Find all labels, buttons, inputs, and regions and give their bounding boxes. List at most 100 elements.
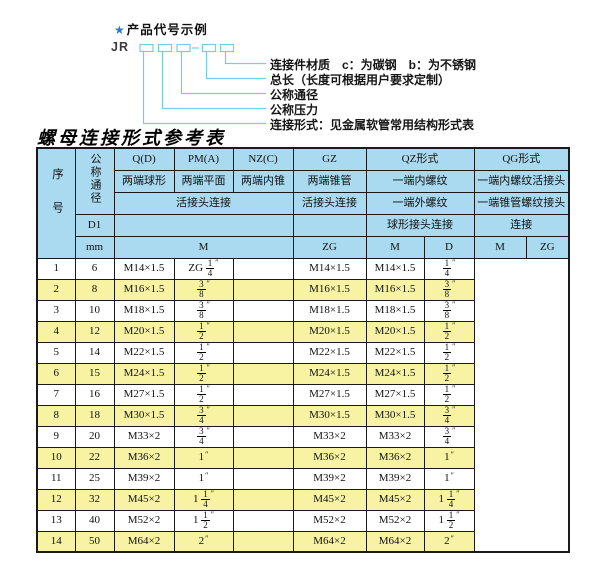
- table-cell: M22×1.5: [292, 341, 367, 364]
- table-cell: M64×2: [292, 530, 367, 553]
- header-qz-d: D: [423, 235, 475, 259]
- table-cell: 10: [36, 446, 76, 469]
- table-cell: 1 2 ″: [173, 383, 234, 406]
- table-cell: M20×1.5: [365, 320, 425, 343]
- table-cell: M45×2: [292, 488, 367, 511]
- table-cell: M18×1.5: [292, 299, 367, 322]
- table-cell: M39×2: [113, 467, 175, 490]
- leader-line-material: [224, 52, 266, 65]
- header-form-nzc: NZ(C): [232, 147, 294, 171]
- table-cell: M45×2: [113, 488, 175, 511]
- table-cell: M14×1.5: [292, 257, 367, 280]
- table-row: 4 12 M20×1.5 1 2 ″ M20×1.5 M20×1.5 1 2 ″: [36, 320, 569, 343]
- header-form-qg: QG形式: [473, 147, 570, 171]
- leader-line-length: [205, 52, 266, 80]
- table-cell: [232, 299, 294, 322]
- header-union-connection: 活接头连接: [113, 191, 294, 215]
- table-cell: M36×2: [292, 446, 367, 469]
- table-cell: [232, 509, 294, 532]
- table-cell: 1 1 4 ″: [173, 488, 234, 511]
- table-row: 12 32 M45×2 1 1 4 ″ M45×2 M45×2 1 1 4 ″: [36, 488, 569, 511]
- table-cell: 14: [36, 530, 76, 553]
- table-cell: 3 8 ″: [173, 278, 234, 301]
- table-row: 10 22 M36×2 1″ M36×2 M36×2 1″: [36, 446, 569, 469]
- table-row: 6 15 M24×1.5 1 2 ″ M24×1.5 M24×1.5 1 2 ″: [36, 362, 569, 385]
- header-form-gz: GZ: [292, 147, 367, 171]
- header-thread-zg: ZG: [292, 235, 367, 259]
- table-cell: 1 1 4 ″: [423, 488, 475, 511]
- table-cell: M16×1.5: [365, 278, 425, 301]
- table-cell: M27×1.5: [113, 383, 175, 406]
- header-spherical-joint-connection: 球形接头连接: [365, 213, 475, 237]
- table-row: 5 14 M22×1.5 1 2 ″ M22×1.5 M22×1.5 1 2 ″: [36, 341, 569, 364]
- table-cell: 40: [74, 509, 115, 532]
- table-cell: M18×1.5: [113, 299, 175, 322]
- table-title: 螺母连接形式参考表: [37, 128, 226, 149]
- leader-line-diameter: [180, 52, 266, 95]
- table-row: 1 6 M14×1.5 ZG 1 4 ″ M14×1.5 M14×1.5 1 4 ″: [36, 257, 569, 280]
- header-ends-spherical: 两端球形: [113, 169, 175, 193]
- table-cell: M24×1.5: [292, 362, 367, 385]
- table-cell: 1 2 ″: [423, 320, 475, 343]
- label-connector-material: 连接件材质 c：为碳钢 b：为不锈钢: [270, 58, 477, 72]
- code-prefix: JR: [111, 40, 129, 54]
- table-cell: [232, 530, 294, 553]
- table-cell: 1 2 ″: [423, 341, 475, 364]
- table-cell: [232, 404, 294, 427]
- table-cell: 3 4 ″: [173, 404, 234, 427]
- code-box-4: [201, 43, 217, 53]
- table-cell: 1″: [173, 446, 234, 469]
- table-cell: M45×2: [365, 488, 425, 511]
- table-cell: [232, 425, 294, 448]
- table-cell: [232, 362, 294, 385]
- table-cell: M16×1.5: [292, 278, 367, 301]
- table-header: 序号 公称通径 Q(D) PM(A) NZ(C) GZ QZ形式 QG形式 两端…: [36, 147, 570, 259]
- table-cell: 1″: [423, 467, 475, 490]
- header-form-qd: Q(D): [113, 147, 175, 171]
- table-cell: 9: [36, 425, 76, 448]
- code-box-3: [176, 43, 191, 53]
- table-cell: 12: [74, 320, 115, 343]
- table-cell: M27×1.5: [365, 383, 425, 406]
- nut-connection-reference-table: 序号 公称通径 Q(D) PM(A) NZ(C) GZ QZ形式 QG形式 两端…: [36, 147, 571, 553]
- table-cell: M52×2: [292, 509, 367, 532]
- header-one-end-external-thread: 一端外螺纹: [365, 191, 475, 215]
- star-icon: ★: [114, 23, 126, 37]
- table-cell: 11: [36, 467, 76, 490]
- label-total-length: 总长（长度可根据用户要求定制）: [270, 73, 451, 87]
- header-ends-innercone: 两端内锥: [232, 169, 294, 193]
- code-box-2: [157, 43, 173, 53]
- table-row: 8 18 M30×1.5 3 4 ″ M30×1.5 M30×1.5 3 4 ″: [36, 404, 569, 427]
- table-cell: M24×1.5: [365, 362, 425, 385]
- code-box-1: [139, 43, 154, 53]
- table-cell: M39×2: [365, 467, 425, 490]
- header-one-end-internal-thread-union: 一端内螺纹活接头: [473, 169, 570, 193]
- table-cell: 16: [74, 383, 115, 406]
- table-cell: 3 4 ″: [423, 404, 475, 427]
- table-cell: 6: [36, 362, 76, 385]
- table-row: 2 8 M16×1.5 3 8 ″ M16×1.5 M16×1.5 3 8 ″: [36, 278, 569, 301]
- table-cell: 14: [74, 341, 115, 364]
- header-qg-m: M: [473, 235, 527, 259]
- table-cell: 1 2 ″: [423, 383, 475, 406]
- table-cell: M52×2: [365, 509, 425, 532]
- table-cell: 32: [74, 488, 115, 511]
- table-cell: M64×2: [365, 530, 425, 553]
- table-cell: 1: [36, 257, 76, 280]
- code-box-5: [219, 43, 235, 53]
- table-cell: M18×1.5: [365, 299, 425, 322]
- table-cell: 12: [36, 488, 76, 511]
- table-cell: 3 8 ″: [173, 299, 234, 322]
- table-cell: [232, 257, 294, 280]
- table-row: 9 20 M33×2 3 4 ″ M33×2 M33×2 3 4 ″: [36, 425, 569, 448]
- header-form-qz: QZ形式: [365, 147, 475, 171]
- header-one-end-taper-thread-joint: 一端锥管螺纹接头: [473, 191, 570, 215]
- table-cell: M64×2: [113, 530, 175, 553]
- table-cell: M39×2: [292, 467, 367, 490]
- table-cell: 1 2 ″: [423, 362, 475, 385]
- table-cell: M30×1.5: [365, 404, 425, 427]
- table-cell: 13: [36, 509, 76, 532]
- table-cell: 8: [74, 278, 115, 301]
- table-cell: 3: [36, 299, 76, 322]
- table-cell: 3 4 ″: [423, 425, 475, 448]
